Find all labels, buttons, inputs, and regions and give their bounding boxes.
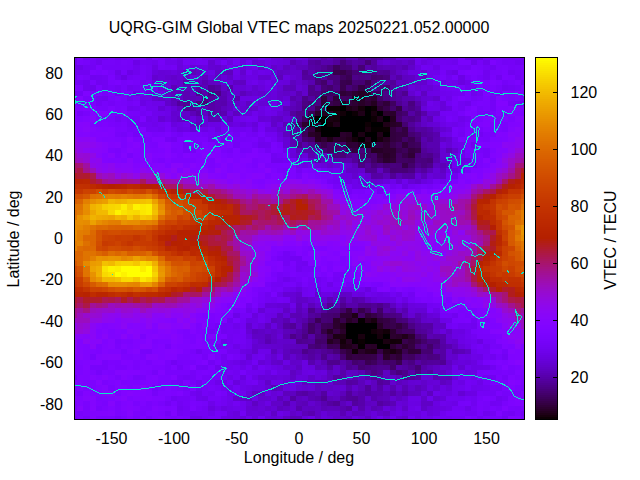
svg-text:80: 80 (571, 198, 589, 215)
svg-text:VTEC / TECU: VTEC / TECU (602, 190, 619, 289)
svg-text:60: 60 (571, 255, 589, 272)
svg-text:UQRG-GIM Global VTEC maps 2025: UQRG-GIM Global VTEC maps 20250221.052.0… (109, 19, 490, 36)
svg-text:Longitude / deg: Longitude / deg (244, 449, 354, 466)
svg-text:-80: -80 (40, 396, 63, 413)
svg-text:Latitude / deg: Latitude / deg (5, 191, 22, 288)
svg-text:150: 150 (473, 430, 500, 447)
svg-text:100: 100 (411, 430, 438, 447)
svg-text:20: 20 (571, 369, 589, 386)
svg-text:-60: -60 (40, 354, 63, 371)
svg-text:60: 60 (45, 106, 63, 123)
svg-text:-20: -20 (40, 271, 63, 288)
svg-text:40: 40 (45, 147, 63, 164)
svg-text:0: 0 (54, 230, 63, 247)
svg-text:100: 100 (571, 141, 598, 158)
svg-text:-40: -40 (40, 313, 63, 330)
svg-text:-50: -50 (225, 430, 248, 447)
svg-text:20: 20 (45, 189, 63, 206)
svg-text:-150: -150 (95, 430, 127, 447)
svg-text:120: 120 (571, 84, 598, 101)
svg-text:0: 0 (295, 430, 304, 447)
svg-text:50: 50 (353, 430, 371, 447)
svg-text:40: 40 (571, 312, 589, 329)
svg-text:80: 80 (45, 65, 63, 82)
svg-text:-100: -100 (158, 430, 190, 447)
